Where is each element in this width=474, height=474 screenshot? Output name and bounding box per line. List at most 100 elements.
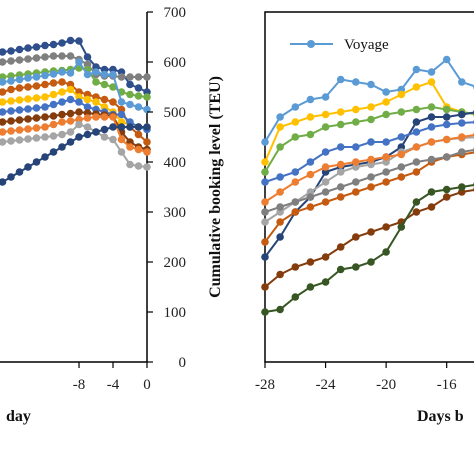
y-tick-label-6: 500	[164, 105, 187, 121]
left-series-11-point-3	[15, 168, 24, 176]
right-series-10-point-4	[306, 193, 315, 201]
right-series-11-point-7	[352, 263, 360, 271]
right-series-9-point-13	[442, 193, 451, 201]
right-series-3-point-8	[367, 115, 375, 124]
left-series-8-point-1	[0, 118, 7, 126]
right-series-7-point-7	[352, 158, 360, 166]
left-series-3-point-16	[126, 90, 134, 99]
left-series-8-point-7	[49, 112, 58, 120]
right-panel: -28 -24 -20 -16 0 100 200 300 400 500 600 700 Cumu…	[147, 5, 474, 425]
left-series-4-point-11	[83, 70, 92, 79]
right-series-8-point-1	[261, 238, 269, 246]
left-series-5-point-17	[134, 130, 143, 139]
left-series-1-point-2	[7, 47, 15, 55]
right-series-9-point-6	[336, 243, 345, 251]
left-series-10-point-6	[41, 133, 49, 141]
right-series-10-point-9	[382, 168, 390, 176]
left-series-3-point-17	[134, 92, 143, 100]
left-series-11-point-6	[41, 153, 49, 161]
right-series-7-point-4	[306, 170, 315, 179]
right-series-5-point-4	[306, 158, 315, 166]
left-series-2-point-7	[49, 52, 58, 60]
left-series-5-point-6	[41, 80, 49, 89]
right-series-2-point-4	[306, 113, 315, 121]
left-series-9-point-14	[109, 113, 117, 121]
left-series-11-point-11	[83, 130, 92, 139]
left-series-4-point-8	[58, 68, 66, 76]
left-series-line-6	[2, 88, 147, 128]
left-series-3-point-14	[109, 83, 117, 91]
left-series-5-point-13	[100, 95, 109, 104]
y-tick-label-3: 200	[164, 255, 187, 271]
right-series-1-point-11	[412, 65, 421, 74]
left-series-1-point-9	[66, 36, 75, 45]
left-series-4-point-16	[126, 100, 134, 109]
left-series-11-point-17	[134, 123, 143, 131]
left-series-10-point-14	[109, 135, 117, 144]
right-x-tick-label-2: -24	[316, 377, 336, 393]
right-series-3-point-1	[261, 168, 269, 176]
left-series-4-point-9	[66, 69, 75, 77]
left-series-9-point-1	[0, 128, 7, 136]
left-series-11-point-4	[24, 163, 32, 171]
left-series-8-point-4	[24, 115, 32, 123]
right-series-8-point-4	[306, 203, 315, 211]
right-series-5-point-8	[367, 138, 375, 146]
left-series-10-point-2	[7, 137, 15, 145]
left-series-line-4	[2, 60, 148, 111]
right-series-7-point-13	[442, 135, 451, 144]
right-x-axis-label: Days b	[417, 408, 464, 425]
right-series-1-point-12	[427, 68, 436, 76]
left-series-5-point-18	[143, 138, 151, 146]
left-panel: -8 -4 0 day	[0, 12, 151, 425]
left-series-5-point-2	[7, 85, 15, 94]
left-series-11-point-8	[58, 143, 66, 151]
right-series-3-point-2	[276, 143, 284, 151]
left-series-10-point-1	[0, 138, 7, 146]
left-series-4-point-3	[15, 75, 24, 84]
left-series-3-point-18	[143, 93, 151, 101]
left-series-11-point-7	[49, 148, 58, 156]
right-series-7-point-3	[291, 178, 300, 186]
left-series-4-point-14	[109, 70, 117, 79]
left-series-7-point-11	[83, 103, 92, 111]
left-series-2-point-3	[15, 56, 24, 64]
right-series-11-point-9	[382, 248, 390, 256]
left-series-4-point-18	[143, 105, 151, 114]
right-series-5-point-12	[427, 123, 436, 131]
left-series-5-point-5	[32, 82, 41, 90]
left-series-4-point-7	[49, 70, 58, 78]
left-series-line-10	[2, 123, 148, 168]
right-series-7-point-1	[261, 198, 269, 206]
left-series-11-point-13	[100, 125, 109, 134]
right-series-11-point-4	[306, 283, 315, 291]
right-series-2-point-11	[412, 83, 421, 91]
right-series-11-point-6	[336, 265, 345, 274]
right-series-3-point-6	[336, 120, 345, 129]
left-x-tick-label-1: -8	[73, 377, 86, 393]
left-series-6-point-6	[41, 93, 49, 101]
right-series-9-point-11	[412, 208, 421, 216]
left-series-4-point-4	[24, 74, 32, 82]
right-plot-frame	[264, 11, 474, 363]
left-x-axis-label: day	[6, 408, 31, 425]
left-x-tick-label-3: 0	[143, 377, 151, 393]
right-series-7-point-8	[367, 155, 375, 164]
right-series-4-point-12	[427, 113, 436, 121]
right-series-8-point-9	[382, 178, 390, 186]
right-series-5-point-1	[261, 178, 269, 186]
left-series-2-point-8	[58, 52, 66, 60]
left-series-9-point-18	[143, 148, 151, 156]
right-series-2-point-9	[382, 98, 390, 106]
left-series-6-point-11	[83, 95, 92, 104]
y-tick-label-8: 700	[164, 5, 187, 21]
y-tick-label-2: 100	[164, 305, 187, 321]
right-series-1-point-4	[306, 95, 315, 104]
right-series-1-point-5	[321, 93, 330, 101]
y-tick-label-4: 300	[164, 205, 187, 221]
right-series-8-point-8	[367, 183, 375, 191]
left-series-4-point-2	[7, 77, 15, 85]
right-series-3-point-10	[397, 108, 406, 116]
right-x-tick-label-1: -28	[255, 377, 275, 393]
